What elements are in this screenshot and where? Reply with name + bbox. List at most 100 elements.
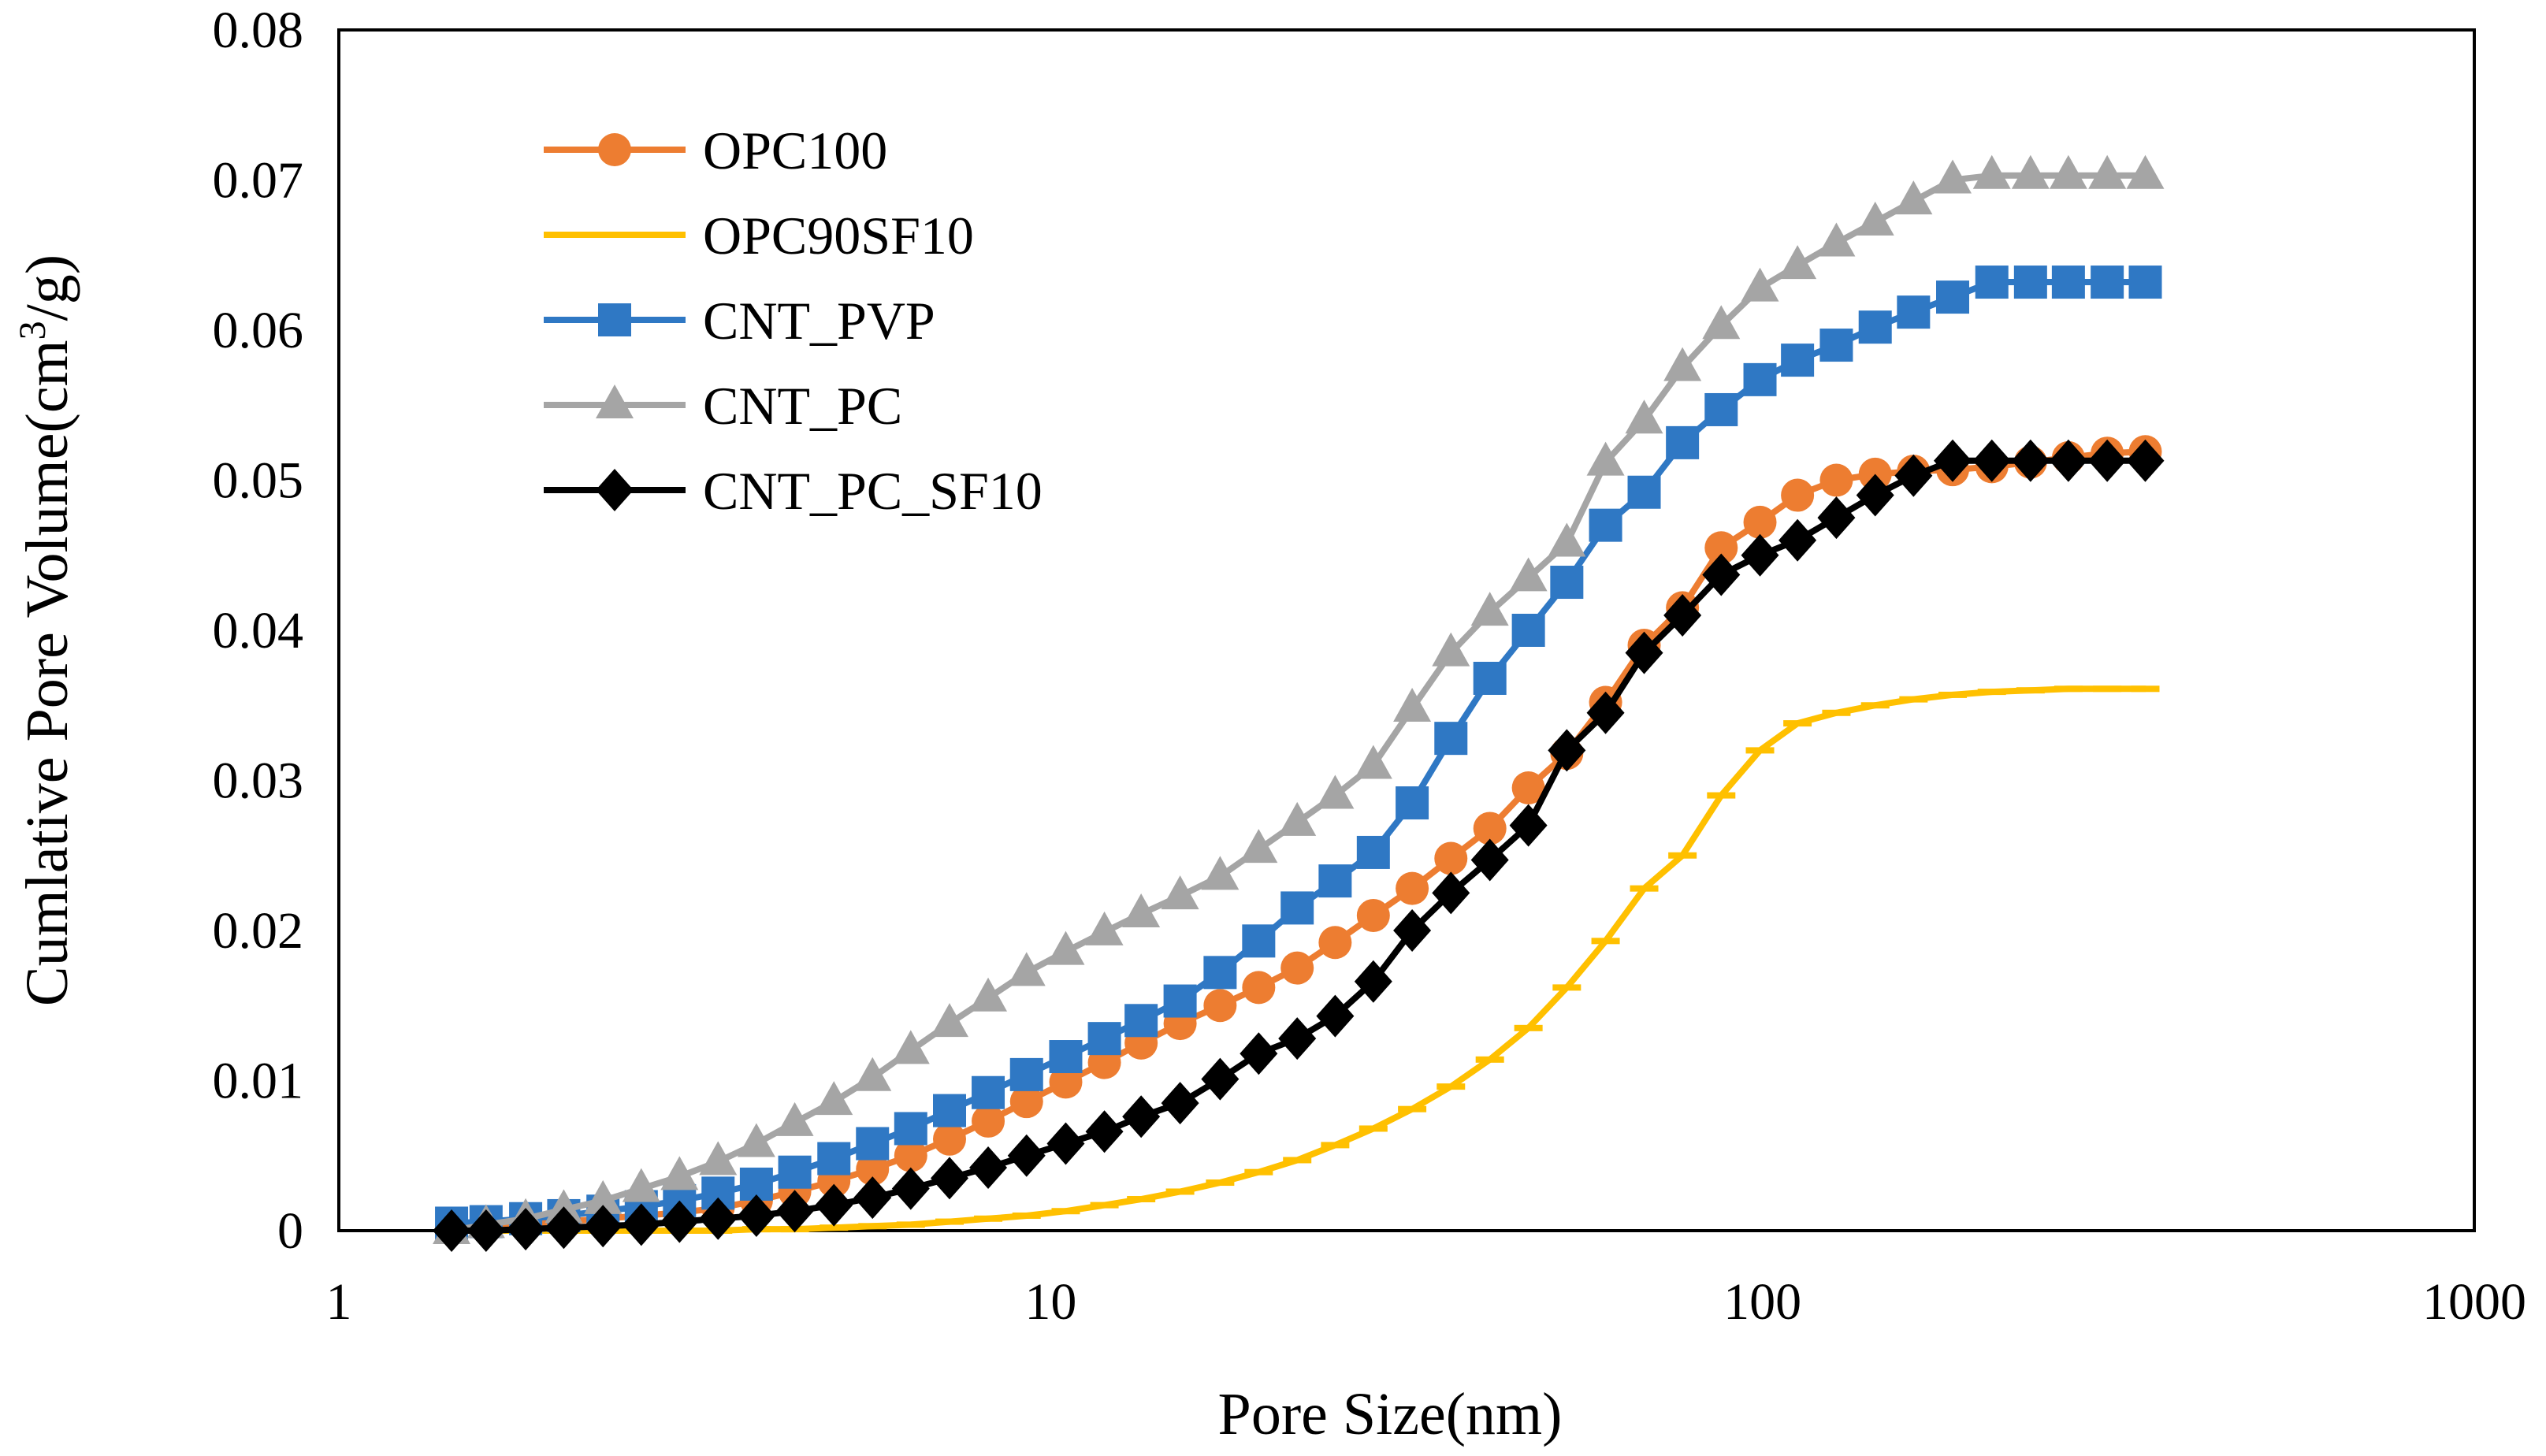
legend-item-OPC90SF10: OPC90SF10 [544,206,974,266]
data-point-CNT_PVP-16 [1049,1040,1083,1074]
data-point-CNT_PVP-40 [1975,266,2009,299]
y-tick-label-0: 0 [277,1202,303,1260]
data-point-CNT_PC_SF10-9 [775,1190,814,1233]
data-point-OPC90SF10-31 [1630,885,1659,892]
data-point-CNT_PC-9 [775,1101,814,1136]
legend-item-CNT_PC: CNT_PC [544,376,902,436]
data-point-CNT_PC-44 [2126,154,2165,189]
legend-label-OPC100: OPC100 [703,121,887,180]
data-point-CNT_PVP-26 [1434,722,1468,756]
data-point-CNT_PC-22 [1278,801,1317,836]
data-point-CNT_PVP-21 [1242,924,1276,958]
data-point-CNT_PC_SF10-28 [1509,804,1548,847]
data-point-CNT_PC-10 [815,1081,853,1116]
legend-label-CNT_PC: CNT_PC [703,376,902,436]
legend-item-OPC100: OPC100 [544,121,887,180]
data-point-CNT_PVP-33 [1704,392,1738,426]
series-layer [433,154,2165,1252]
data-point-CNT_PC_SF10-15 [1007,1134,1046,1177]
data-point-CNT_PC-5 [622,1168,660,1202]
series-CNT_PC_SF10 [433,439,2165,1252]
data-point-CNT_PC_SF10-4 [584,1205,623,1248]
data-point-CNT_PC_SF10-39 [1934,439,1972,482]
data-point-OPC90SF10-11 [858,1223,887,1230]
data-point-CNT_PVP-44 [2128,266,2162,299]
data-point-OPC100-15 [1009,1085,1043,1119]
y-axis-title-tail: /g) [14,254,80,321]
data-point-OPC100-23 [1318,926,1352,960]
data-point-OPC100-24 [1356,898,1390,932]
data-point-OPC100-25 [1396,871,1429,905]
data-point-OPC100-16 [1049,1065,1083,1099]
x-axis-title: Pore Size(nm) [1218,1381,1563,1447]
data-point-OPC90SF10-15 [1012,1212,1041,1219]
data-point-CNT_PC_SF10-10 [815,1183,853,1227]
data-point-OPC100-11 [856,1152,890,1186]
series-CNT_PC [433,154,2165,1244]
data-point-CNT_PC_SF10-27 [1470,838,1509,882]
data-point-CNT_PC-4 [584,1179,623,1214]
data-point-CNT_PVP-30 [1589,508,1622,542]
data-point-CNT_PC-40 [1972,154,2011,189]
data-point-CNT_PVP-17 [1087,1022,1121,1056]
data-point-CNT_PVP-29 [1550,566,1584,600]
data-point-CNT_PVP-18 [1124,1004,1158,1038]
data-point-CNT_PC-36 [1817,222,1856,257]
data-point-CNT_PC_SF10-17 [1085,1110,1124,1153]
data-point-CNT_PVP-34 [1743,362,1777,396]
data-point-CNT_PVP-35 [1781,344,1815,377]
data-point-CNT_PVP-27 [1473,661,1507,695]
data-point-CNT_PC_SF10-32 [1663,593,1702,637]
data-point-OPC90SF10-16 [1051,1208,1080,1215]
legend-marker-CNT_PC_SF10 [596,469,634,511]
data-point-CNT_PC_SF10-16 [1046,1122,1085,1165]
data-point-OPC90SF10-30 [1591,938,1620,945]
data-point-CNT_PC_SF10-29 [1548,729,1586,772]
data-point-CNT_PC_SF10-13 [931,1157,969,1200]
data-point-CNT_PC_SF10-6 [660,1200,699,1243]
data-point-CNT_PC-34 [1741,267,1779,302]
data-point-CNT_PC_SF10-7 [699,1197,738,1240]
data-point-CNT_PC-32 [1663,347,1702,381]
data-point-CNT_PVP-20 [1203,956,1237,990]
data-point-CNT_PVP-23 [1318,864,1352,898]
data-point-CNT_PC_SF10-43 [2088,439,2127,482]
legend-label-OPC90SF10: OPC90SF10 [703,206,974,266]
data-point-CNT_PC_SF10-12 [891,1167,930,1210]
data-point-CNT_PC-14 [969,977,1008,1012]
data-point-CNT_PC_SF10-8 [737,1194,775,1237]
data-point-OPC100-35 [1781,478,1815,512]
data-point-CNT_PC-35 [1778,245,1817,280]
data-point-CNT_PC-20 [1201,856,1240,890]
data-point-OPC90SF10-39 [1938,691,1968,698]
data-point-CNT_PVP-28 [1511,614,1545,647]
data-point-CNT_PC-16 [1046,930,1085,965]
data-point-OPC90SF10-41 [2016,687,2045,694]
data-point-CNT_PC_SF10-38 [1894,454,1933,497]
data-point-CNT_PC_SF10-30 [1586,691,1625,734]
data-point-CNT_PC-18 [1122,893,1161,928]
data-point-CNT_PC_SF10-19 [1161,1082,1199,1125]
data-point-CNT_PC-33 [1702,305,1741,340]
legend-marker-CNT_PVP [598,303,631,336]
data-point-CNT_PC-7 [699,1141,738,1176]
data-point-CNT_PVP-22 [1280,891,1314,925]
y-tick-label-6: 0.06 [213,302,304,359]
data-point-CNT_PC_SF10-36 [1817,496,1856,540]
data-point-OPC100-27 [1473,812,1507,845]
data-point-CNT_PC_SF10-33 [1702,553,1741,596]
data-point-CNT_PC-27 [1470,592,1509,626]
data-point-CNT_PC-17 [1085,911,1124,945]
data-point-CNT_PC_SF10-21 [1240,1032,1278,1075]
data-point-CNT_PC-19 [1161,875,1199,910]
data-point-OPC90SF10-27 [1475,1056,1504,1063]
data-point-OPC90SF10-12 [896,1221,925,1228]
data-point-OPC90SF10-13 [935,1218,965,1225]
data-point-CNT_PC-6 [660,1156,699,1190]
data-point-OPC90SF10-34 [1745,747,1775,754]
legend-item-CNT_PVP: CNT_PVP [544,291,935,351]
data-point-CNT_PVP-36 [1819,329,1853,362]
data-point-CNT_PC_SF10-2 [507,1208,545,1251]
x-tick-label-1: 10 [1024,1273,1076,1331]
data-point-CNT_PVP-24 [1356,835,1390,869]
